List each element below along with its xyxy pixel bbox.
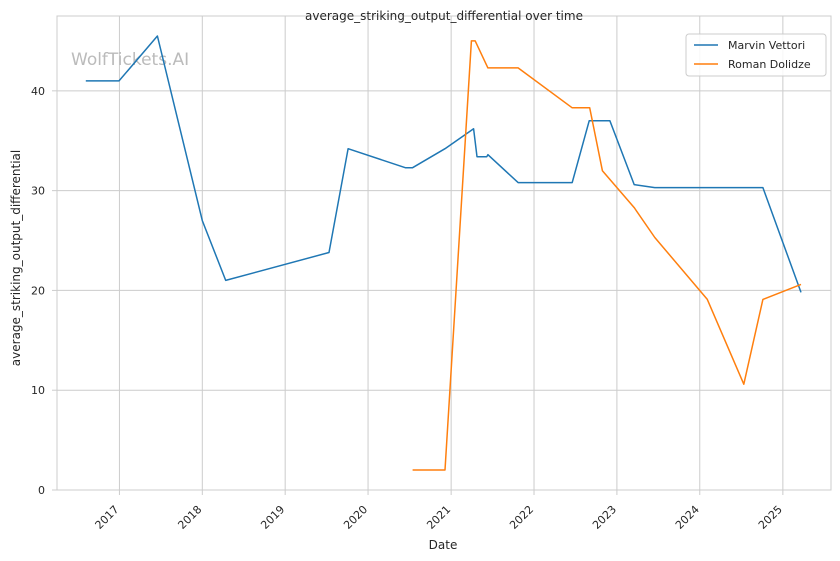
y-tick-label: 20	[31, 284, 45, 297]
plot-frame	[56, 15, 832, 491]
plot-area-border	[56, 15, 832, 491]
y-axis-ticks: 0 10 20 30 40	[31, 85, 57, 497]
series-line-2	[412, 40, 802, 471]
legend-label-series-2: Roman Dolidze	[728, 58, 811, 71]
x-axis-label: Date	[429, 538, 458, 552]
series-lines	[85, 35, 802, 471]
watermark-text: WolfTickets.AI	[71, 50, 189, 70]
legend: Marvin Vettori Roman Dolidze	[685, 33, 827, 77]
y-tick-label: 30	[31, 185, 45, 198]
y-tick-label: 10	[31, 384, 45, 397]
y-axis-label: average_striking_output_differential	[9, 150, 23, 366]
chart-title: average_striking_output_differential ove…	[305, 9, 583, 23]
y-tick-label: 40	[31, 85, 45, 98]
y-tick-label: 0	[38, 484, 45, 497]
series-line-1	[85, 35, 802, 293]
legend-label-series-1: Marvin Vettori	[728, 39, 805, 52]
legend-box	[685, 33, 827, 77]
